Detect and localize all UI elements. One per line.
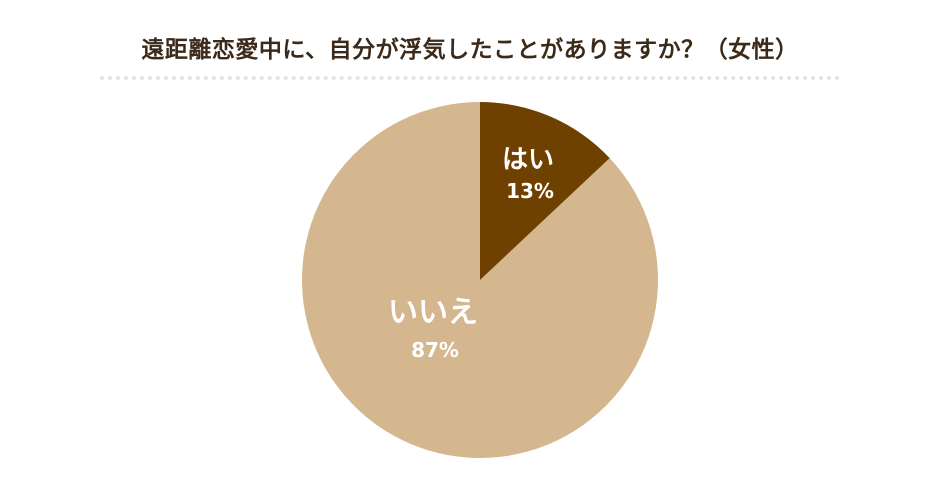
pie-slice-yes <box>480 102 610 280</box>
slice-label-yes: はい <box>502 145 554 175</box>
slice-percent-no: 87% <box>411 338 459 362</box>
title-divider <box>100 76 840 80</box>
slice-percent-yes: 13% <box>506 179 554 203</box>
slice-label-no: いいえ <box>388 295 478 330</box>
pie-slice-no <box>301 102 658 458</box>
chart-title: 遠距離恋愛中に、自分が浮気したことがありますか？（女性） <box>141 37 799 63</box>
